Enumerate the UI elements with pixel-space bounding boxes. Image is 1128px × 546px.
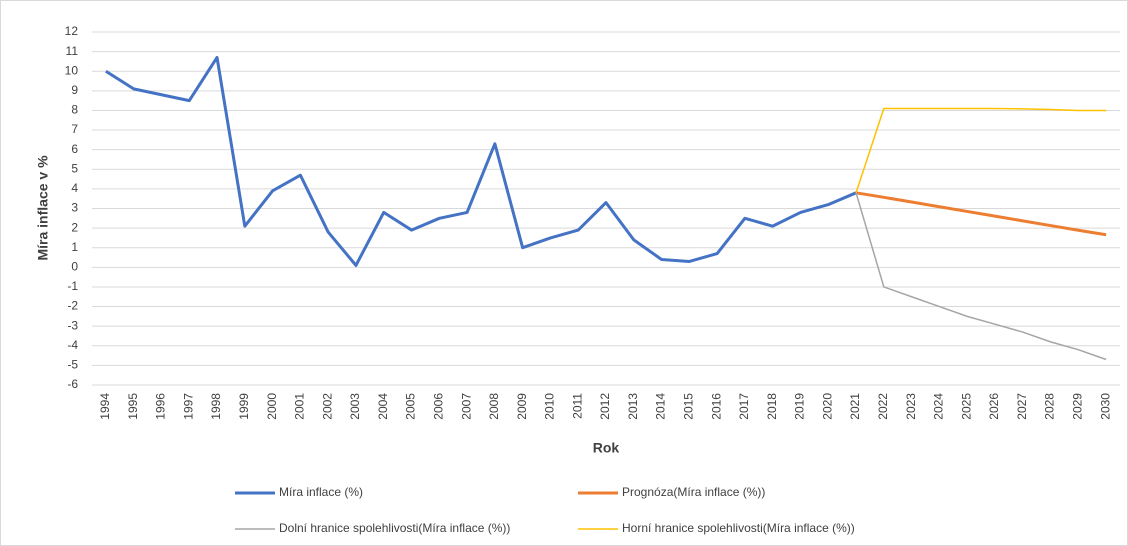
x-tick-label: 2001 bbox=[293, 393, 307, 420]
x-tick-label: 2014 bbox=[654, 393, 668, 420]
x-tick-label: 2008 bbox=[487, 393, 501, 420]
x-tick-label: 2002 bbox=[320, 393, 334, 420]
y-tick-label: -2 bbox=[67, 299, 78, 313]
x-tick-label: 1999 bbox=[237, 393, 251, 420]
x-tick-label: 2027 bbox=[1015, 393, 1029, 420]
x-tick-label: 2015 bbox=[682, 393, 696, 420]
y-tick-label: -6 bbox=[67, 377, 78, 391]
x-tick-label: 2024 bbox=[932, 393, 946, 420]
y-tick-label: 8 bbox=[71, 103, 78, 117]
series-line bbox=[855, 191, 1107, 237]
series-line bbox=[105, 55, 857, 267]
x-tick-label: 2010 bbox=[543, 393, 557, 420]
legend-label: Míra inflace (%) bbox=[279, 485, 363, 499]
y-tick-label: 2 bbox=[71, 220, 78, 234]
x-tick-label: 2012 bbox=[598, 393, 612, 420]
x-tick-label: 2011 bbox=[570, 393, 584, 419]
x-tick-label: 2020 bbox=[820, 393, 834, 420]
x-tick-label: 2019 bbox=[793, 393, 807, 420]
y-tick-label: 3 bbox=[71, 201, 78, 215]
x-tick-label: 2025 bbox=[959, 393, 973, 420]
x-tick-label: 2021 bbox=[848, 393, 862, 420]
series-line bbox=[855, 107, 1107, 194]
x-tick-label: 2005 bbox=[404, 393, 418, 420]
x-tick-label: 2030 bbox=[1098, 393, 1112, 420]
x-tick-label: 2017 bbox=[737, 393, 751, 420]
series-line bbox=[855, 192, 1107, 361]
x-axis-title: Rok bbox=[593, 440, 620, 456]
x-tick-label: 1997 bbox=[181, 393, 195, 420]
y-tick-label: 4 bbox=[71, 181, 78, 195]
x-tick-label: 1996 bbox=[154, 393, 168, 420]
legend-label: Horní hranice spolehlivosti(Míra inflace… bbox=[622, 521, 855, 535]
y-tick-label: 0 bbox=[71, 260, 78, 274]
y-tick-label: 11 bbox=[66, 44, 79, 58]
y-tick-label: -3 bbox=[67, 318, 78, 332]
y-tick-label: 1 bbox=[71, 240, 78, 254]
x-tick-label: 2026 bbox=[987, 393, 1001, 420]
x-tick-label: 2004 bbox=[376, 393, 390, 420]
x-tick-label: 1995 bbox=[126, 393, 140, 420]
x-tick-label: 2016 bbox=[709, 393, 723, 420]
x-tick-label: 2018 bbox=[765, 393, 779, 420]
x-tick-label: 1994 bbox=[98, 393, 112, 420]
x-tick-label: 2007 bbox=[459, 393, 473, 420]
y-tick-label: 5 bbox=[71, 161, 78, 175]
y-tick-label: 9 bbox=[71, 83, 78, 97]
x-tick-label: 2003 bbox=[348, 393, 362, 420]
y-tick-label: -5 bbox=[67, 358, 78, 372]
y-tick-label: 12 bbox=[65, 24, 79, 38]
legend-label: Dolní hranice spolehlivosti(Míra inflace… bbox=[279, 521, 510, 535]
x-tick-label: 2013 bbox=[626, 393, 640, 420]
y-tick-label: -1 bbox=[67, 279, 78, 293]
x-tick-label: 2009 bbox=[515, 393, 529, 420]
legend-label: Prognóza(Míra inflace (%)) bbox=[622, 485, 765, 499]
y-tick-label: 10 bbox=[65, 63, 79, 77]
y-tick-label: 7 bbox=[71, 122, 78, 136]
x-tick-label: 2022 bbox=[876, 393, 890, 420]
x-tick-label: 1998 bbox=[209, 393, 223, 420]
y-axis-title: Míra inflace v % bbox=[35, 155, 51, 261]
y-tick-label: -4 bbox=[67, 338, 78, 352]
x-tick-label: 2006 bbox=[431, 393, 445, 420]
x-tick-label: 2023 bbox=[904, 393, 918, 420]
x-tick-label: 2000 bbox=[265, 393, 279, 420]
x-tick-label: 2029 bbox=[1070, 393, 1084, 420]
x-tick-label: 2028 bbox=[1043, 393, 1057, 420]
y-tick-label: 6 bbox=[71, 142, 78, 156]
